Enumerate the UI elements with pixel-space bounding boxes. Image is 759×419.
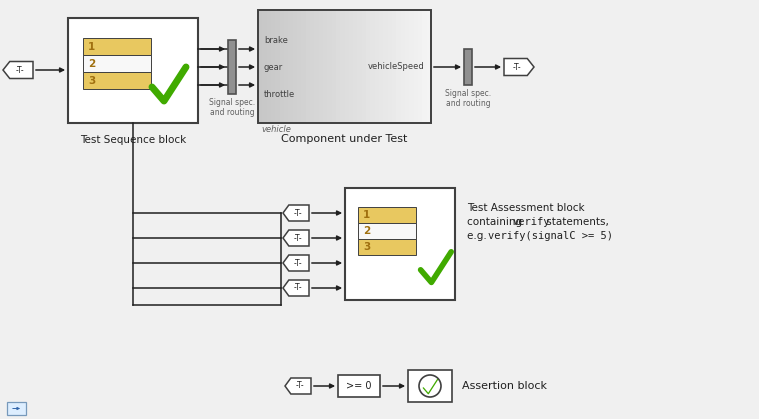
Text: gear: gear	[264, 62, 283, 72]
Text: 2: 2	[88, 59, 95, 68]
Bar	[338, 375, 380, 397]
Polygon shape	[283, 255, 309, 271]
Text: verify: verify	[512, 217, 550, 227]
Text: statements,: statements,	[543, 217, 609, 227]
Bar	[408, 370, 452, 402]
Text: Test Sequence block: Test Sequence block	[80, 135, 186, 145]
Text: Test Assessment block: Test Assessment block	[467, 203, 584, 213]
Bar	[83, 72, 151, 89]
Text: Component under Test: Component under Test	[282, 134, 408, 144]
Bar	[83, 55, 151, 72]
Polygon shape	[285, 378, 311, 394]
Text: vehicleSpeed: vehicleSpeed	[368, 62, 425, 71]
Text: -T-: -T-	[294, 259, 302, 267]
Text: >= 0: >= 0	[346, 381, 372, 391]
Bar	[258, 10, 431, 123]
Polygon shape	[283, 280, 309, 296]
Text: -T-: -T-	[296, 382, 304, 391]
Bar	[358, 239, 416, 255]
Text: Assertion block: Assertion block	[462, 381, 547, 391]
Text: Signal spec.
and routing: Signal spec. and routing	[209, 98, 255, 117]
Text: e.g.: e.g.	[467, 231, 490, 241]
Bar	[7, 402, 26, 415]
Bar	[228, 40, 236, 94]
Bar	[68, 18, 198, 123]
Text: verify(signalC >= 5): verify(signalC >= 5)	[487, 231, 613, 241]
Polygon shape	[3, 62, 33, 78]
Text: -T-: -T-	[294, 209, 302, 217]
Text: 3: 3	[363, 242, 370, 252]
Text: throttle: throttle	[264, 90, 295, 98]
Text: containing: containing	[467, 217, 525, 227]
Text: Signal spec.
and routing: Signal spec. and routing	[445, 89, 491, 109]
Polygon shape	[283, 230, 309, 246]
Text: vehicle: vehicle	[261, 125, 291, 134]
Text: -T-: -T-	[294, 233, 302, 243]
Polygon shape	[504, 59, 534, 75]
Text: 2: 2	[363, 226, 370, 236]
Bar	[83, 38, 151, 55]
Text: brake: brake	[264, 36, 288, 44]
Circle shape	[419, 375, 441, 397]
Bar	[464, 49, 472, 85]
Text: -T-: -T-	[16, 65, 24, 75]
Text: 1: 1	[363, 210, 370, 220]
Bar	[358, 207, 416, 223]
Polygon shape	[283, 205, 309, 221]
Bar	[358, 223, 416, 239]
Bar	[345, 188, 455, 300]
Text: -T-: -T-	[294, 284, 302, 292]
Text: 1: 1	[88, 41, 95, 52]
Text: 3: 3	[88, 75, 95, 85]
Text: -T-: -T-	[512, 62, 521, 72]
